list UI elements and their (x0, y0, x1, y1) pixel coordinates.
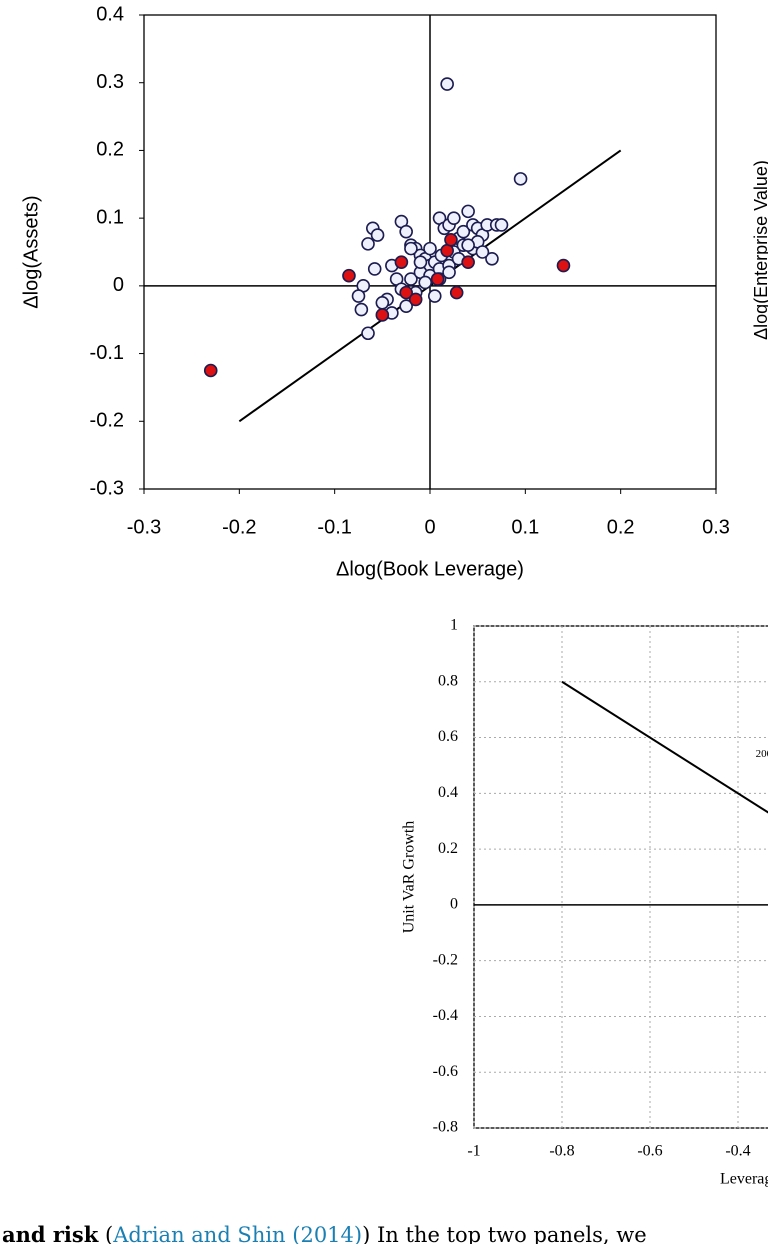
y-tick-label: 0.4 (96, 3, 124, 25)
point (456, 224, 471, 239)
x-tick-label: -0.2 (222, 516, 256, 538)
y-tick-label: -0.6 (433, 1063, 458, 1080)
x-tick-label: -0.6 (637, 1143, 662, 1160)
point (408, 292, 423, 307)
point (342, 268, 356, 283)
y-tick-label: 0.8 (438, 672, 458, 689)
point (394, 255, 409, 269)
point (442, 265, 456, 280)
point (361, 237, 375, 251)
point (354, 302, 369, 317)
y-tick-label: 0.2 (96, 139, 124, 161)
point (461, 204, 475, 219)
paren: ( (104, 1223, 114, 1244)
x-tick-label: -0.8 (549, 1143, 574, 1160)
body-text: and risk (Adrian and Shin (2014)) In the… (0, 1220, 768, 1244)
point (556, 258, 571, 273)
point (418, 275, 433, 290)
x-tick-label: -1 (467, 1143, 480, 1160)
point (475, 245, 490, 259)
point (440, 77, 454, 91)
point (513, 172, 528, 186)
point (404, 241, 418, 256)
chart: -0.8 -0.6 -0.4 -0.2 0 0.2 0.4 0.6 0.8 1 -1 -0.8 -0.6… (401, 617, 768, 1188)
y-tick-label: -0.4 (433, 1007, 458, 1024)
plot-frame (473, 625, 768, 1129)
point (485, 251, 499, 266)
reference-line (561, 680, 768, 814)
x-tick-label: -0.1 (317, 516, 351, 538)
annotation: 2008 (756, 748, 768, 760)
point (413, 255, 428, 269)
point (375, 295, 390, 310)
chart: Δlog(Enterprise Value) (751, 160, 768, 340)
x-tick-label: -0.4 (725, 1143, 750, 1160)
point (351, 289, 366, 303)
x-tick-label: 0 (424, 516, 435, 538)
x-axis-label: Leverage Growth (720, 1171, 768, 1188)
point (375, 308, 390, 322)
paren: ) (362, 1223, 371, 1244)
y-tick-label: -0.2 (90, 410, 124, 432)
x-tick-label: 0.2 (607, 516, 635, 538)
citation-link[interactable]: Adrian and Shin (2014) (113, 1223, 363, 1244)
y-tick-label: 0.3 (96, 71, 124, 93)
point (367, 262, 382, 276)
y-tick-label: 0.1 (96, 206, 124, 228)
point (461, 238, 475, 253)
point (370, 228, 385, 242)
y-tick-label: -0.8 (433, 1119, 458, 1136)
x-axis-label: Δlog(Book Leverage) (336, 558, 524, 580)
point (449, 285, 464, 300)
y-tick-label: 0 (450, 896, 458, 913)
y-tick-label: 0.6 (438, 728, 458, 745)
point (361, 326, 375, 341)
y-axis-label: Δlog(Assets) (20, 195, 42, 308)
point (399, 299, 413, 313)
point (444, 233, 458, 247)
y-tick-label: -0.3 (90, 477, 124, 499)
sentence: In the top two panels, we (376, 1223, 647, 1244)
y-tick-label: 1 (450, 617, 458, 634)
point (430, 272, 445, 286)
point (447, 211, 461, 225)
x-tick-label: -0.3 (127, 516, 161, 538)
point (427, 289, 442, 303)
chart: -0.3 -0.2 -0.1 0 0.1 0.2 0.3 0.4 -0.3 -0.2 -0.1 0 0.… (20, 3, 730, 580)
y-tick-label: 0.4 (438, 784, 458, 801)
point (399, 285, 413, 300)
point (203, 363, 218, 378)
y-tick-label: 0.2 (438, 840, 458, 857)
point (404, 272, 418, 286)
point (423, 241, 437, 256)
x-tick-label: 0.3 (702, 516, 730, 538)
y-axis-label: Unit VaR Growth (401, 821, 418, 934)
y-tick-label: 0 (113, 274, 124, 296)
point (399, 224, 413, 239)
bold-text: and risk (2, 1222, 99, 1244)
point (494, 218, 509, 232)
y-tick-label: -0.2 (433, 951, 458, 968)
y-tick-label: -0.1 (90, 342, 124, 364)
y-axis-label: Δlog(Enterprise Value) (751, 160, 768, 340)
point (461, 255, 475, 269)
x-tick-label: 0.1 (511, 516, 539, 538)
